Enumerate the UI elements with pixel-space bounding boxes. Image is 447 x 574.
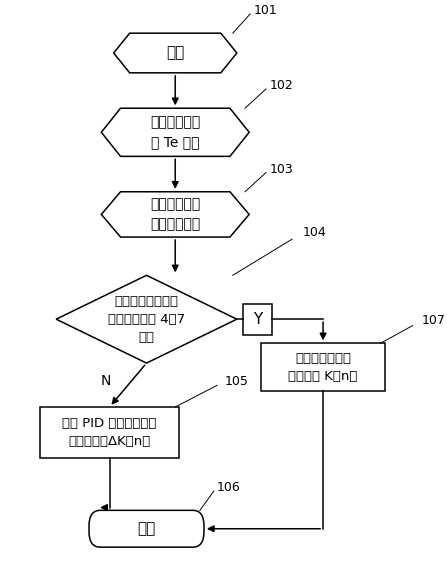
Text: 103: 103 [270,162,293,176]
Text: 查表求得当前
换热器过冷度: 查表求得当前 换热器过冷度 [150,197,200,231]
Bar [243,304,272,335]
Text: 当前过冷度在预设
值范围内（如 4～7
度）: 当前过冷度在预设 值范围内（如 4～7 度） [108,294,185,344]
Polygon shape [101,192,249,237]
Text: 结束: 结束 [137,521,156,536]
Text: 保持当前电子膨
胀阀开度 K（n）: 保持当前电子膨 胀阀开度 K（n） [288,352,358,383]
Text: 102: 102 [270,79,293,92]
Bar [40,407,179,458]
Polygon shape [114,33,237,73]
Text: 采集冷凝压力
和 Te 温度: 采集冷凝压力 和 Te 温度 [150,115,200,149]
Polygon shape [56,276,237,363]
Text: Y: Y [253,312,262,327]
Text: 开始: 开始 [166,45,184,60]
Text: 104: 104 [303,226,326,239]
Text: 101: 101 [253,4,277,17]
Text: 106: 106 [216,481,240,494]
Polygon shape [101,108,249,156]
FancyBboxPatch shape [89,510,204,547]
Text: 107: 107 [422,314,446,327]
Text: 进行 PID 计算，得出膨
胀阀变化值ΔK（n）: 进行 PID 计算，得出膨 胀阀变化值ΔK（n） [63,417,157,448]
Text: N: N [100,374,110,389]
Text: 105: 105 [224,375,249,388]
Bar [261,343,385,391]
